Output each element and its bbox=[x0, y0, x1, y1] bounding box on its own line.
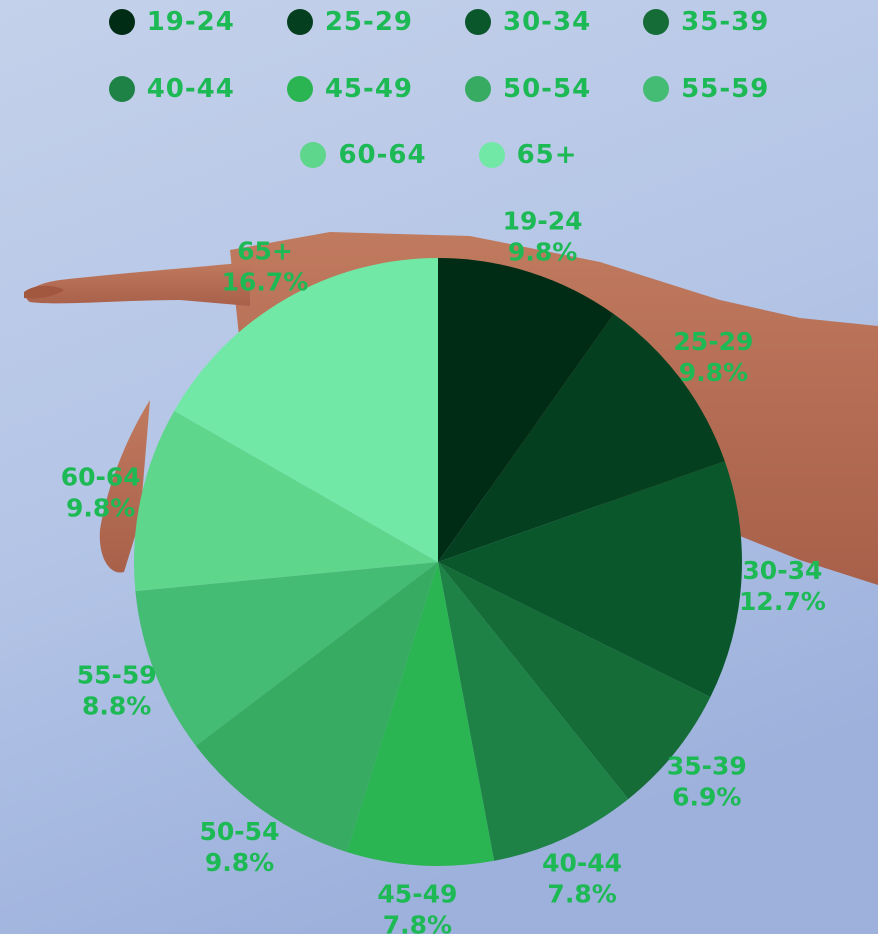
slice-label-value-40-44: 7.8% bbox=[547, 880, 616, 909]
legend-item-40-44: 40-44 bbox=[108, 74, 235, 104]
legend-item-55-59: 55-59 bbox=[643, 74, 769, 104]
slice-label-category-40-44: 40-44 bbox=[542, 849, 622, 878]
legend-swatch bbox=[286, 9, 313, 35]
legend-swatch bbox=[108, 9, 135, 35]
pie-slice-30-34 bbox=[438, 461, 742, 698]
legend-swatch bbox=[643, 9, 670, 35]
legend-item-45-49: 45-49 bbox=[286, 74, 413, 104]
pie-slice-45-49 bbox=[346, 562, 495, 866]
hand-thumb bbox=[99, 400, 150, 573]
slice-label-category-60-64: 60-64 bbox=[61, 462, 141, 491]
slice-label-category-19-24: 19-24 bbox=[503, 206, 583, 235]
slice-label-value-35-39: 6.9% bbox=[672, 782, 741, 811]
legend-label: 60-64 bbox=[338, 140, 427, 170]
legend-swatch bbox=[108, 76, 135, 102]
legend-item-65plus: 65+ bbox=[478, 140, 578, 170]
legend-swatch bbox=[465, 76, 491, 102]
slice-label-category-45-49: 45-49 bbox=[377, 879, 457, 908]
slice-label-value-50-54: 9.8% bbox=[205, 848, 274, 877]
legend-swatch bbox=[300, 142, 327, 168]
slice-label-value-60-64: 9.8% bbox=[66, 493, 135, 522]
slice-label-category-55-59: 55-59 bbox=[77, 661, 157, 690]
legend-item-35-39: 35-39 bbox=[643, 7, 769, 37]
legend-row-1: 19-24 25-29 30-34 35-39 bbox=[0, 7, 878, 37]
legend-label: 65+ bbox=[516, 140, 578, 170]
pie-slice-65plus bbox=[174, 258, 438, 562]
pie-slice-55-59 bbox=[135, 562, 438, 746]
legend-label: 50-54 bbox=[503, 74, 592, 104]
legend-swatch bbox=[643, 76, 670, 102]
legend-item-60-64: 60-64 bbox=[300, 140, 426, 170]
slice-label-value-55-59: 8.8% bbox=[82, 692, 151, 721]
slice-label-value-25-29: 9.8% bbox=[679, 358, 748, 387]
legend-item-50-54: 50-54 bbox=[465, 74, 591, 104]
slice-label-value-45-49: 7.8% bbox=[383, 910, 452, 934]
pie-slice-40-44 bbox=[438, 562, 629, 861]
legend-row-2: 40-44 45-49 50-54 55-59 bbox=[0, 74, 878, 104]
slice-label-value-65plus: 16.7% bbox=[222, 268, 309, 297]
slice-label-category-50-54: 50-54 bbox=[200, 817, 280, 846]
pie-slice-25-29 bbox=[438, 313, 725, 562]
pie-slice-19-24 bbox=[438, 258, 614, 562]
pie-chart bbox=[134, 258, 742, 866]
slice-label-value-19-24: 9.8% bbox=[508, 237, 577, 266]
legend-label: 19-24 bbox=[146, 7, 235, 37]
legend-swatch bbox=[286, 76, 313, 102]
slice-labels: 19-249.8%25-299.8%30-3412.7%35-396.9%40-… bbox=[61, 206, 826, 934]
legend-label: 40-44 bbox=[146, 74, 235, 104]
legend-label: 25-29 bbox=[324, 7, 413, 37]
slice-label-category-65plus: 65+ bbox=[237, 237, 293, 266]
legend-label: 55-59 bbox=[681, 74, 770, 104]
slice-label-category-30-34: 30-34 bbox=[742, 556, 822, 585]
pie-slice-50-54 bbox=[195, 562, 438, 852]
legend-swatch bbox=[465, 9, 491, 35]
slice-label-category-25-29: 25-29 bbox=[673, 327, 753, 356]
slice-label-value-30-34: 12.7% bbox=[739, 587, 826, 616]
hand-finger bbox=[26, 262, 250, 306]
pie-slice-60-64 bbox=[134, 410, 438, 592]
legend-label: 30-34 bbox=[503, 7, 592, 37]
legend-item-25-29: 25-29 bbox=[286, 7, 413, 37]
legend-row-3: 60-64 65+ bbox=[0, 140, 878, 170]
hand-fingernail bbox=[24, 285, 64, 299]
legend-item-30-34: 30-34 bbox=[465, 7, 591, 37]
legend-label: 35-39 bbox=[681, 7, 770, 37]
legend-label: 45-49 bbox=[324, 74, 413, 104]
legend-item-19-24: 19-24 bbox=[108, 7, 235, 37]
slice-label-category-35-39: 35-39 bbox=[667, 751, 747, 780]
pie-slice-35-39 bbox=[438, 562, 711, 800]
legend-swatch bbox=[478, 142, 505, 168]
